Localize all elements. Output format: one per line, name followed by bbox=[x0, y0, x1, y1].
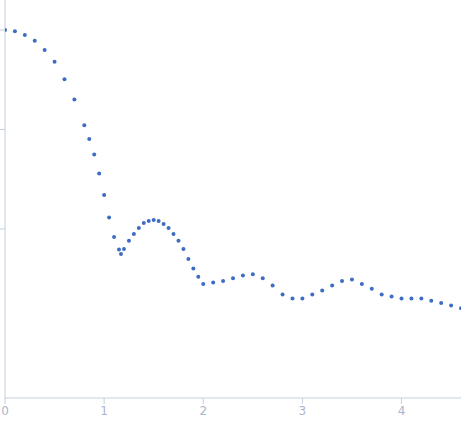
svg-text:1: 1 bbox=[100, 404, 108, 418]
svg-text:0: 0 bbox=[8, 404, 9, 418]
svg-text:4: 4 bbox=[398, 404, 406, 418]
svg-text:2: 2 bbox=[199, 404, 207, 418]
svg-text:3: 3 bbox=[299, 404, 307, 418]
